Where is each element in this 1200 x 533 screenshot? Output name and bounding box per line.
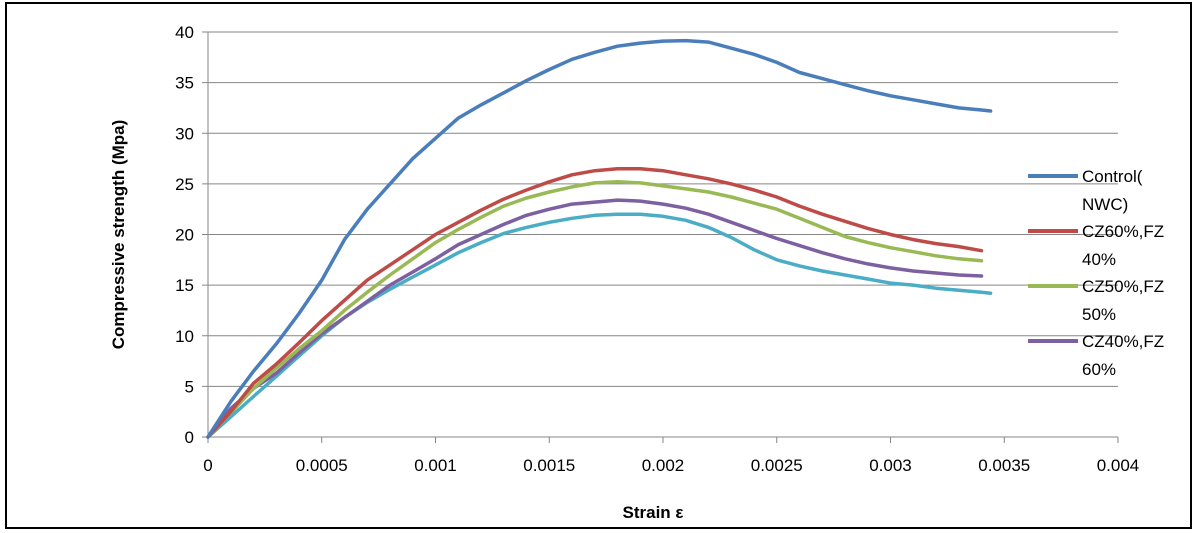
legend-item: CZ60%,FZ 40% (1028, 222, 1164, 269)
y-tick-label: 35 (175, 74, 194, 93)
y-tick-label: 0 (185, 428, 194, 447)
y-tick-label: 15 (175, 276, 194, 295)
series-line (206, 166, 984, 439)
series-lines (206, 38, 993, 439)
x-tick-label: 0.0015 (523, 456, 575, 475)
y-tick-label: 30 (175, 124, 194, 143)
x-tick-label: 0.001 (414, 456, 457, 475)
axes (202, 31, 1119, 443)
legend-item: CZ50%,FZ 50% (1028, 277, 1164, 324)
x-tick-labels: 0 0.0005 0.001 0.0015 0.002 0.0025 0.003 0.0035… (203, 456, 1139, 475)
y-tick-label: 5 (185, 377, 194, 396)
y-tick-label: 40 (175, 23, 194, 42)
x-tick-label: 0.003 (869, 456, 912, 475)
y-tick-label: 25 (175, 175, 194, 194)
x-tick-label: 0.0035 (978, 456, 1030, 475)
legend-label: CZ60%,FZ (1082, 222, 1164, 241)
legend-item: Control( NWC) (1028, 167, 1143, 214)
x-tick-label: 0.0025 (751, 456, 803, 475)
x-tick-label: 0.0005 (296, 456, 348, 475)
y-axis-title: Compressive strength (Mpa) (109, 120, 128, 350)
legend-label: 50% (1082, 305, 1116, 324)
x-tick-label: 0.004 (1097, 456, 1140, 475)
legend: Control( NWC) CZ60%,FZ 40% CZ50%,FZ 50% CZ40%,… (1028, 167, 1164, 379)
chart-frame (5, 2, 1192, 529)
legend-label: Control( (1082, 167, 1143, 186)
legend-label: NWC) (1082, 195, 1128, 214)
legend-label: 60% (1082, 360, 1116, 379)
y-tick-labels: 0 5 10 15 20 25 30 35 40 (175, 23, 194, 447)
x-tick-label: 0 (203, 456, 212, 475)
legend-label: CZ50%,FZ (1082, 277, 1164, 296)
y-tick-label: 10 (175, 327, 194, 346)
x-tick-label: 0.002 (642, 456, 685, 475)
legend-label: CZ40%,FZ (1082, 332, 1164, 351)
legend-label: 40% (1082, 250, 1116, 269)
series-line (206, 198, 984, 439)
legend-item: CZ40%,FZ 60% (1028, 332, 1164, 379)
series-line (206, 38, 993, 439)
y-tick-label: 20 (175, 226, 194, 245)
x-axis-title: Strain ε (623, 503, 684, 522)
series-line (206, 180, 984, 439)
gridlines (208, 31, 1118, 387)
